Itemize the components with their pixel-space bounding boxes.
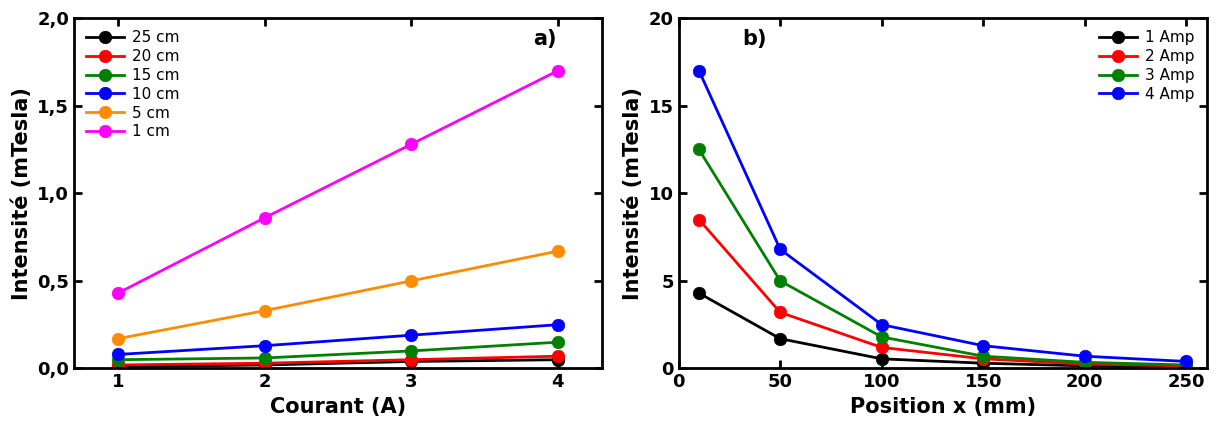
5 cm xyxy=(404,278,418,283)
2 Amp xyxy=(875,345,889,350)
10 cm xyxy=(404,333,418,338)
4 Amp xyxy=(692,68,706,73)
4 Amp xyxy=(875,322,889,327)
4 Amp xyxy=(976,343,991,348)
Line: 15 cm: 15 cm xyxy=(112,336,564,366)
15 cm xyxy=(550,340,565,345)
Line: 1 Amp: 1 Amp xyxy=(693,287,1193,373)
Line: 3 Amp: 3 Amp xyxy=(693,143,1193,371)
25 cm xyxy=(257,363,272,368)
5 cm xyxy=(257,308,272,313)
4 Amp xyxy=(1077,354,1092,359)
3 Amp xyxy=(692,147,706,152)
1 cm xyxy=(111,291,126,296)
X-axis label: Position x (mm): Position x (mm) xyxy=(849,397,1036,417)
2 Amp xyxy=(692,217,706,222)
Line: 5 cm: 5 cm xyxy=(112,245,564,345)
Line: 1 cm: 1 cm xyxy=(112,65,564,300)
Line: 25 cm: 25 cm xyxy=(112,354,564,373)
20 cm xyxy=(550,354,565,359)
1 Amp xyxy=(773,336,788,341)
Y-axis label: Intensité (mTesla): Intensité (mTesla) xyxy=(11,87,32,300)
3 Amp xyxy=(1179,363,1193,368)
10 cm xyxy=(111,352,126,357)
3 Amp xyxy=(875,334,889,339)
10 cm xyxy=(257,343,272,348)
1 cm xyxy=(550,68,565,73)
2 Amp xyxy=(773,310,788,315)
20 cm xyxy=(257,361,272,366)
2 Amp xyxy=(976,356,991,361)
4 Amp xyxy=(773,247,788,252)
3 Amp xyxy=(773,278,788,283)
3 Amp xyxy=(1077,360,1092,365)
1 Amp xyxy=(1179,364,1193,369)
3 Amp xyxy=(976,354,991,359)
25 cm xyxy=(111,364,126,369)
Text: b): b) xyxy=(742,29,766,49)
Line: 20 cm: 20 cm xyxy=(112,350,564,371)
4 Amp xyxy=(1179,359,1193,364)
Legend: 1 Amp, 2 Amp, 3 Amp, 4 Amp: 1 Amp, 2 Amp, 3 Amp, 4 Amp xyxy=(1094,26,1199,107)
1 Amp xyxy=(1077,363,1092,369)
20 cm xyxy=(111,363,126,368)
5 cm xyxy=(111,336,126,341)
25 cm xyxy=(550,357,565,362)
15 cm xyxy=(257,355,272,360)
X-axis label: Courant (A): Courant (A) xyxy=(270,397,406,417)
1 cm xyxy=(257,215,272,220)
10 cm xyxy=(550,322,565,327)
15 cm xyxy=(404,348,418,354)
1 Amp xyxy=(976,361,991,366)
15 cm xyxy=(111,357,126,362)
Legend: 25 cm, 20 cm, 15 cm, 10 cm, 5 cm, 1 cm: 25 cm, 20 cm, 15 cm, 10 cm, 5 cm, 1 cm xyxy=(82,26,184,144)
Y-axis label: Intensité (mTesla): Intensité (mTesla) xyxy=(622,87,643,300)
5 cm xyxy=(550,249,565,254)
2 Amp xyxy=(1077,362,1092,367)
1 cm xyxy=(404,142,418,147)
1 Amp xyxy=(692,291,706,296)
25 cm xyxy=(404,359,418,364)
Line: 2 Amp: 2 Amp xyxy=(693,213,1193,372)
Text: a): a) xyxy=(533,29,556,49)
20 cm xyxy=(404,357,418,362)
1 Amp xyxy=(875,356,889,361)
Line: 10 cm: 10 cm xyxy=(112,318,564,361)
2 Amp xyxy=(1179,363,1193,369)
Line: 4 Amp: 4 Amp xyxy=(693,65,1193,368)
